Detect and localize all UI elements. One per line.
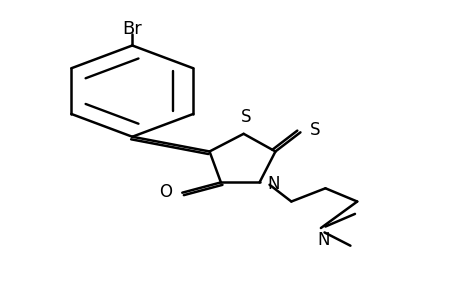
Text: S: S [240, 108, 251, 126]
Text: N: N [267, 175, 280, 193]
Text: N: N [316, 231, 329, 249]
Text: Br: Br [122, 20, 142, 38]
Text: O: O [159, 183, 172, 201]
Text: S: S [309, 121, 319, 139]
